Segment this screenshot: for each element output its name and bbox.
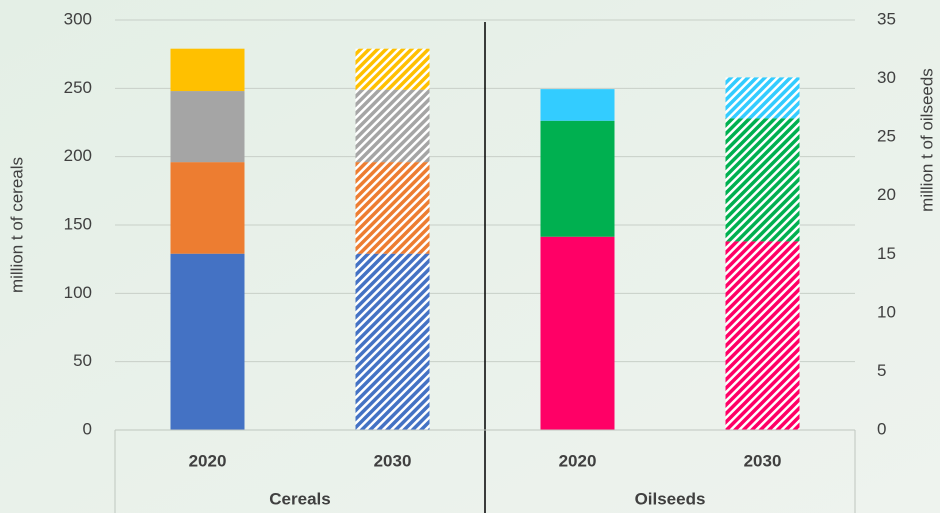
y-axis-title: million t of cereals bbox=[7, 157, 26, 293]
bar-segment bbox=[170, 48, 245, 92]
x-tick-label: 2030 bbox=[744, 451, 782, 470]
group-label: Oilseeds bbox=[635, 489, 706, 508]
y2-tick-label: 10 bbox=[877, 302, 896, 321]
axes: 0 50 100 150 200 250 300 0 5 10 15 20 25 30 35 2020 2030… bbox=[64, 9, 896, 513]
bar-segment bbox=[170, 91, 245, 163]
bar-segment bbox=[725, 77, 800, 119]
y-tick-label: 0 bbox=[83, 419, 92, 438]
y2-tick-label: 30 bbox=[877, 68, 896, 87]
y-tick-label: 150 bbox=[64, 214, 92, 233]
bar-segment bbox=[725, 118, 800, 242]
y-tick-label: 100 bbox=[64, 283, 92, 302]
bar-segment bbox=[540, 120, 615, 237]
y2-tick-label: 5 bbox=[877, 361, 886, 380]
bar-segment bbox=[355, 89, 430, 163]
bar-segment bbox=[355, 253, 430, 430]
y2-tick-label: 25 bbox=[877, 127, 896, 146]
bars bbox=[170, 48, 800, 430]
group-label: Cereals bbox=[269, 489, 330, 508]
y-tick-label: 200 bbox=[64, 146, 92, 165]
bar-segment bbox=[355, 162, 430, 254]
bar-segment bbox=[540, 89, 615, 121]
y2-tick-label: 0 bbox=[877, 419, 886, 438]
x-tick-label: 2020 bbox=[559, 451, 597, 470]
y2-axis-title: million t of oilseeds bbox=[917, 68, 936, 212]
bar-segment bbox=[355, 48, 430, 90]
bar-segment bbox=[170, 162, 245, 254]
y2-tick-label: 35 bbox=[877, 9, 896, 28]
y2-tick-label: 15 bbox=[877, 244, 896, 263]
bar-segment bbox=[725, 241, 800, 430]
y-tick-label: 50 bbox=[73, 351, 92, 370]
y-tick-label: 250 bbox=[64, 78, 92, 97]
y-tick-label: 300 bbox=[64, 9, 92, 28]
bar-segment bbox=[170, 253, 245, 430]
y2-tick-label: 20 bbox=[877, 185, 896, 204]
x-tick-label: 2020 bbox=[189, 451, 227, 470]
bar-segment bbox=[540, 236, 615, 430]
x-tick-label: 2030 bbox=[374, 451, 412, 470]
